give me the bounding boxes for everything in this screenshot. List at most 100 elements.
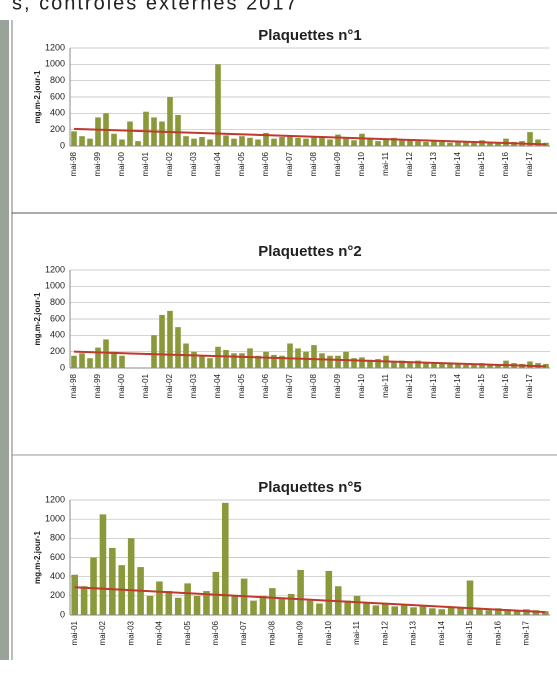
y-tick-label: 1200 <box>45 494 65 504</box>
x-tick-label: mai-12 <box>380 620 389 645</box>
bar <box>215 64 221 146</box>
bar <box>335 355 341 368</box>
bar <box>457 608 464 615</box>
bar <box>527 361 533 368</box>
y-tick-label: 800 <box>50 533 65 543</box>
x-tick-label: mai-03 <box>189 151 198 176</box>
x-tick-label: mai-06 <box>261 151 270 176</box>
bar <box>325 570 333 615</box>
bar <box>495 143 501 146</box>
bar <box>183 136 189 146</box>
bar <box>471 142 477 146</box>
bar <box>535 139 541 146</box>
x-tick-label: mai-08 <box>267 620 276 645</box>
bar <box>167 310 173 368</box>
bar <box>159 121 165 146</box>
y-tick-label: 600 <box>50 552 65 562</box>
x-tick-label: mai-05 <box>237 373 246 398</box>
bar <box>175 327 181 368</box>
bar <box>199 355 205 368</box>
bar <box>367 359 373 368</box>
x-tick-label: mai-13 <box>429 373 438 398</box>
bar <box>479 363 485 368</box>
bar <box>247 348 253 368</box>
x-tick-label: mai-06 <box>261 373 270 398</box>
bar <box>71 574 78 615</box>
bar <box>476 609 483 615</box>
bar <box>407 139 413 146</box>
y-tick-label: 400 <box>50 571 65 581</box>
x-tick-label: mai-15 <box>465 620 474 645</box>
bar <box>372 605 380 615</box>
x-tick-label: mai-13 <box>429 151 438 176</box>
bar <box>95 117 101 146</box>
x-tick-label: mai-08 <box>309 151 318 176</box>
x-tick-label: mai-16 <box>493 620 502 645</box>
bar <box>239 136 245 146</box>
x-tick-label: mai-02 <box>98 620 107 645</box>
bar <box>487 364 493 368</box>
bar <box>279 355 285 368</box>
bar <box>419 605 427 615</box>
x-tick-label: mai-03 <box>126 620 135 645</box>
bar <box>80 586 88 615</box>
bar <box>359 133 365 146</box>
bar <box>359 357 365 368</box>
bar <box>351 140 357 146</box>
bar <box>99 514 107 615</box>
x-tick-label: mai-16 <box>501 373 510 398</box>
chart-title: Plaquettes n°5 <box>258 479 362 496</box>
x-tick-label: mai-09 <box>296 620 305 645</box>
bar <box>399 140 405 146</box>
x-tick-label: mai-16 <box>501 151 510 176</box>
y-axis-label: mg.m-2.jour-1 <box>33 292 42 345</box>
x-tick-label: mai-10 <box>357 151 366 176</box>
bar <box>71 131 77 146</box>
bar <box>319 137 325 146</box>
x-tick-label: mai-00 <box>117 151 126 176</box>
bar <box>239 353 245 368</box>
bar <box>391 137 397 146</box>
x-tick-label: mai-12 <box>405 151 414 176</box>
bar <box>127 538 135 615</box>
bar <box>367 139 373 146</box>
y-tick-label: 0 <box>60 362 65 372</box>
bar <box>79 136 85 146</box>
x-tick-label: mai-17 <box>525 151 534 176</box>
bar <box>455 363 461 368</box>
bar <box>271 354 277 368</box>
bar <box>215 346 221 368</box>
bar <box>527 132 533 146</box>
x-tick-label: mai-01 <box>70 620 79 645</box>
scan-edge <box>0 20 9 660</box>
bar <box>247 137 253 146</box>
bar <box>410 607 417 615</box>
x-tick-label: mai-11 <box>352 620 361 644</box>
y-tick-label: 200 <box>50 346 65 356</box>
bar <box>439 363 445 368</box>
bar <box>447 363 453 368</box>
x-tick-label: mai-17 <box>522 620 531 645</box>
x-tick-label: mai-98 <box>69 151 78 176</box>
x-tick-label: mai-99 <box>93 373 102 398</box>
bar <box>423 363 429 368</box>
bar <box>174 597 182 615</box>
bar <box>353 595 361 615</box>
bar <box>504 609 511 615</box>
x-tick-label: mai-15 <box>477 373 486 398</box>
y-tick-label: 600 <box>50 91 65 101</box>
bar <box>363 602 370 615</box>
bar <box>383 138 389 146</box>
bar <box>513 610 521 615</box>
y-axis-label: mg.m-2.jour-1 <box>33 531 42 584</box>
bar <box>391 606 398 615</box>
x-tick-label: mai-09 <box>333 373 342 398</box>
bar <box>191 351 197 368</box>
bar <box>542 611 549 615</box>
x-tick-label: mai-04 <box>213 151 222 176</box>
y-tick-label: 400 <box>50 108 65 118</box>
bar <box>135 141 141 146</box>
bar <box>287 135 293 146</box>
chart-title: Plaquettes n°1 <box>258 27 362 44</box>
